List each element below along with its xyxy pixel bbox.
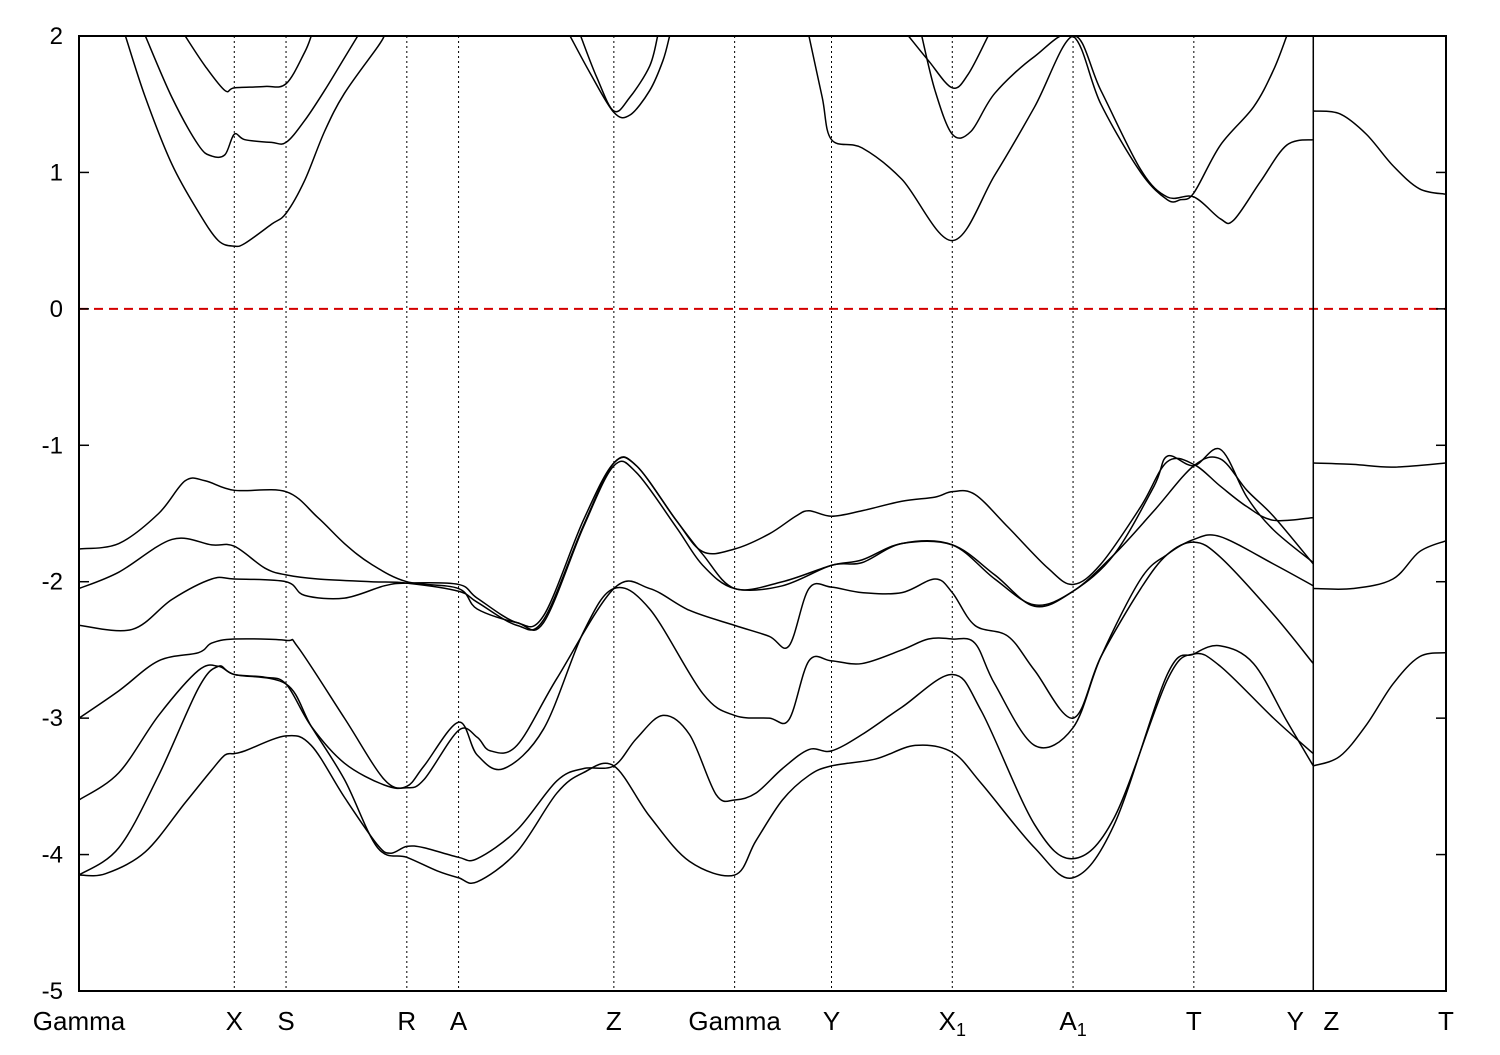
x-symmetry-label: A1: [1059, 1006, 1086, 1040]
band-line-12: [907, 36, 989, 90]
band-line-8: [184, 36, 312, 93]
x-symmetry-label-text: Z: [606, 1006, 622, 1036]
band-line-0: [79, 652, 1314, 877]
x-symmetry-label: X1: [939, 1006, 966, 1040]
x-symmetry-label: Gamma: [33, 1006, 126, 1036]
y-tick-label: -3: [42, 705, 63, 732]
band-line-5: [79, 456, 1314, 631]
x-labels-group: Gamma X S R A Z Gamma Y X1 A1 T Y Z T: [33, 1006, 1454, 1040]
x-symmetry-label-subscript: 1: [956, 1020, 966, 1040]
x-symmetry-label: S: [277, 1006, 294, 1036]
x-symmetry-label: R: [397, 1006, 416, 1036]
x-symmetry-label-text: T: [1438, 1006, 1454, 1036]
band-line-17: [1313, 651, 1446, 767]
x-symmetry-label-text: X: [939, 1006, 956, 1036]
band-line-7: [144, 36, 359, 159]
band-line-6: [124, 36, 385, 248]
plot-frame-group: [78, 35, 1447, 992]
band-line-1: [79, 534, 1314, 801]
y-tick-label: 2: [50, 23, 63, 50]
x-symmetry-label-text: R: [397, 1006, 416, 1036]
band-line-2: [79, 541, 1314, 789]
x-symmetry-label-text: Gamma: [688, 1006, 781, 1036]
x-symmetry-label-text: T: [1186, 1006, 1202, 1036]
x-symmetry-label: T: [1438, 1006, 1454, 1036]
x-symmetry-label: Gamma: [688, 1006, 781, 1036]
x-symmetry-label-text: Y: [1287, 1006, 1304, 1036]
band-line-14: [79, 644, 1314, 885]
band-line-3: [79, 456, 1314, 632]
bands-group: [79, 36, 1446, 885]
band-line-15: [1313, 462, 1446, 468]
y-tick-label: 0: [50, 296, 63, 323]
x-symmetry-label: Z: [1323, 1006, 1339, 1036]
x-symmetry-label: T: [1186, 1006, 1202, 1036]
x-symmetry-label: Y: [823, 1006, 840, 1036]
x-symmetry-label-text: Y: [823, 1006, 840, 1036]
band-line-4: [79, 447, 1314, 631]
x-symmetry-label-text: X: [226, 1006, 243, 1036]
y-tick-label: -4: [42, 842, 63, 869]
x-symmetry-label-text: A: [1059, 1006, 1077, 1036]
y-tick-label: -5: [42, 978, 63, 1005]
y-ticks-group: 2 1 0 -1 -2 -3 -4 -5: [42, 23, 1446, 1005]
band-line-9: [569, 36, 671, 119]
x-symmetry-label: A: [450, 1006, 468, 1036]
x-symmetry-label: Y: [1287, 1006, 1304, 1036]
y-tick-label: -1: [42, 432, 63, 459]
x-symmetry-label: X: [226, 1006, 243, 1036]
y-tick-label: -2: [42, 569, 63, 596]
x-symmetry-label-text: Gamma: [33, 1006, 126, 1036]
x-symmetry-label-subscript: 1: [1077, 1020, 1087, 1040]
band-line-10: [579, 36, 659, 113]
x-symmetry-label-text: Z: [1323, 1006, 1339, 1036]
y-tick-label: 1: [50, 159, 63, 186]
x-symmetry-label-text: A: [450, 1006, 468, 1036]
band-line-13: [921, 36, 1288, 203]
band-line-11: [808, 36, 1314, 242]
x-symmetry-label-text: S: [277, 1006, 294, 1036]
band-line-16: [1313, 540, 1446, 590]
band-line-18: [1313, 110, 1446, 195]
plot-frame: [78, 35, 1447, 992]
x-symmetry-label: Z: [606, 1006, 622, 1036]
